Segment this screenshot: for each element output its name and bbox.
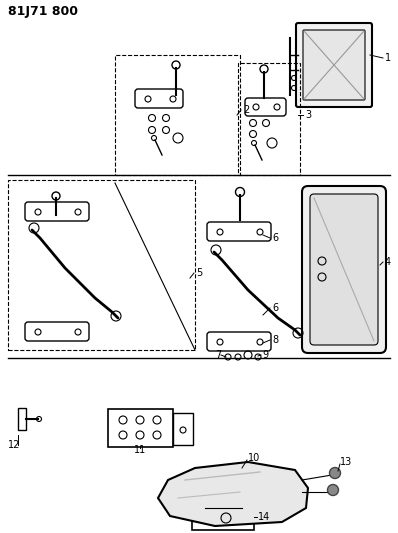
Text: 9: 9 bbox=[262, 350, 268, 360]
Bar bbox=[115, 55, 240, 175]
Text: 6: 6 bbox=[272, 303, 278, 313]
FancyBboxPatch shape bbox=[245, 98, 286, 116]
FancyBboxPatch shape bbox=[207, 332, 271, 351]
Text: 4: 4 bbox=[385, 257, 391, 267]
Text: 5: 5 bbox=[196, 268, 202, 278]
Text: 10: 10 bbox=[248, 453, 260, 463]
FancyBboxPatch shape bbox=[25, 322, 89, 341]
FancyBboxPatch shape bbox=[310, 194, 378, 345]
Bar bbox=[18, 408, 26, 430]
FancyBboxPatch shape bbox=[303, 30, 365, 100]
FancyBboxPatch shape bbox=[25, 202, 89, 221]
Text: 12: 12 bbox=[8, 440, 20, 450]
Bar bbox=[173, 413, 193, 445]
Text: 3: 3 bbox=[305, 110, 311, 120]
Text: 8: 8 bbox=[272, 335, 278, 345]
PathPatch shape bbox=[158, 462, 308, 526]
Circle shape bbox=[330, 467, 341, 479]
Text: 2: 2 bbox=[243, 105, 249, 115]
Text: 11: 11 bbox=[134, 445, 146, 455]
Text: 13: 13 bbox=[340, 457, 352, 467]
Circle shape bbox=[328, 484, 339, 496]
FancyBboxPatch shape bbox=[135, 89, 183, 108]
Text: 6: 6 bbox=[272, 233, 278, 243]
Text: 81J71 800: 81J71 800 bbox=[8, 5, 78, 19]
Bar bbox=[108, 409, 173, 447]
Text: 7: 7 bbox=[215, 350, 221, 360]
Bar bbox=[192, 502, 254, 530]
FancyBboxPatch shape bbox=[302, 186, 386, 353]
Text: 1: 1 bbox=[385, 53, 391, 63]
Bar bbox=[8, 180, 195, 350]
FancyBboxPatch shape bbox=[207, 222, 271, 241]
Text: 14: 14 bbox=[258, 512, 270, 522]
Bar bbox=[238, 63, 300, 175]
FancyBboxPatch shape bbox=[296, 23, 372, 107]
